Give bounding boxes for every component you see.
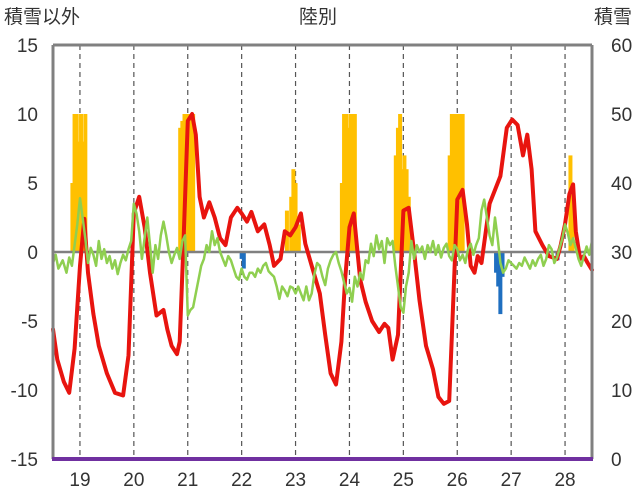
snow-bar-21 bbox=[339, 183, 344, 252]
y-right-tick-label: 10 bbox=[611, 381, 632, 402]
snow-bar-1 bbox=[72, 114, 77, 252]
y-left-tick-label: -5 bbox=[21, 312, 38, 333]
snow-bar-26 bbox=[350, 114, 355, 252]
snow-bar-32 bbox=[402, 155, 407, 252]
y-right-tick-label: 60 bbox=[611, 36, 632, 57]
snow-bar-27 bbox=[352, 114, 357, 252]
snow-bar-4 bbox=[79, 114, 84, 252]
y-left-tick-label: -10 bbox=[11, 381, 38, 402]
snow-bar-35 bbox=[447, 155, 452, 252]
x-tick-label: 26 bbox=[447, 470, 468, 491]
snow-bar-30 bbox=[398, 114, 403, 252]
snow-bar-18 bbox=[291, 169, 296, 252]
snow-bar-2 bbox=[74, 114, 79, 252]
snow-bar-45 bbox=[500, 252, 505, 277]
snow-bar-7 bbox=[178, 127, 183, 252]
y-right-tick-label: 20 bbox=[611, 312, 632, 333]
x-tick-label: 23 bbox=[285, 470, 306, 491]
snow-bar-13 bbox=[191, 114, 196, 252]
snow-bar-41 bbox=[460, 114, 465, 252]
y-left-tick-label: 10 bbox=[17, 105, 38, 126]
y-right-tick-label: 30 bbox=[611, 243, 632, 264]
x-tick-label: 28 bbox=[554, 470, 575, 491]
y-right-label: 積雪 bbox=[594, 6, 632, 28]
y-left-tick-label: 0 bbox=[27, 243, 38, 264]
snow-bar-44 bbox=[498, 252, 503, 315]
snow-bar-40 bbox=[458, 114, 463, 252]
snow-bar-20 bbox=[296, 224, 301, 252]
series-secondary-line bbox=[51, 196, 594, 317]
snow-bar-38 bbox=[454, 114, 459, 252]
y-right-tick-label: 50 bbox=[611, 105, 632, 126]
snow-bar-6 bbox=[83, 114, 88, 252]
snow-bar-17 bbox=[289, 196, 294, 252]
snow-bar-14 bbox=[239, 252, 244, 259]
snow-bar-25 bbox=[348, 114, 353, 252]
series-temperature-line bbox=[51, 112, 594, 406]
snow-bar-8 bbox=[180, 120, 185, 253]
snow-bar-5 bbox=[81, 141, 86, 252]
y-right-tick-label: 40 bbox=[611, 174, 632, 195]
y-right-tick-label: 0 bbox=[611, 450, 622, 471]
x-tick-label: 21 bbox=[177, 470, 198, 491]
snow-bar-39 bbox=[456, 114, 461, 252]
snow-bar-29 bbox=[395, 127, 400, 252]
snow-bar-28 bbox=[393, 155, 398, 252]
x-tick-label: 27 bbox=[501, 470, 522, 491]
snow-bar-24 bbox=[346, 127, 351, 252]
snow-bar-48 bbox=[570, 183, 575, 252]
snow-bar-19 bbox=[293, 183, 298, 252]
snow-bar-47 bbox=[568, 155, 573, 252]
x-tick-label: 19 bbox=[69, 470, 90, 491]
y-left-tick-label: 5 bbox=[27, 174, 38, 195]
x-tick-label: 22 bbox=[231, 470, 252, 491]
snow-bar-36 bbox=[449, 114, 454, 252]
snow-bar-11 bbox=[186, 114, 191, 252]
y-left-tick-label: 15 bbox=[17, 36, 38, 57]
snow-bar-23 bbox=[344, 114, 349, 252]
y-left-tick-label: -15 bbox=[11, 450, 38, 471]
snow-bar-22 bbox=[342, 114, 347, 252]
snow-bar-12 bbox=[188, 114, 193, 252]
x-tick-label: 24 bbox=[339, 470, 361, 491]
y-left-label: 積雪以外 bbox=[4, 6, 80, 28]
x-tick-label: 20 bbox=[123, 470, 144, 491]
snow-bar-37 bbox=[452, 114, 457, 252]
x-tick-label: 25 bbox=[393, 470, 414, 491]
snow-bar-3 bbox=[76, 141, 81, 252]
chart-title: 陸別 bbox=[299, 6, 337, 28]
snow-bar-43 bbox=[496, 252, 501, 287]
snow-bar-42 bbox=[494, 252, 499, 273]
snow-bar-0 bbox=[70, 183, 75, 252]
snow-bar-15 bbox=[241, 252, 246, 269]
